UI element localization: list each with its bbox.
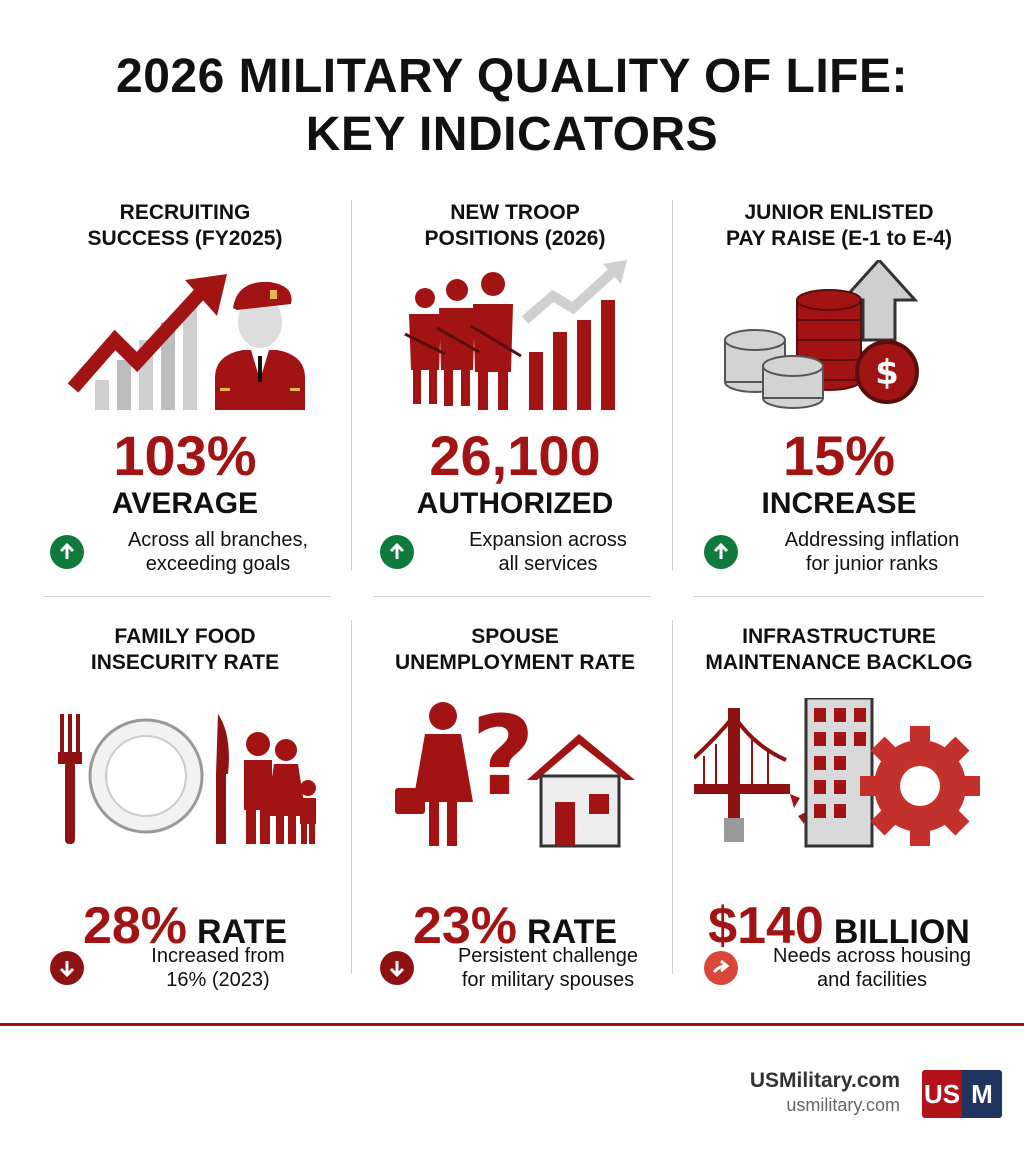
indicator-value: $140 [708,897,824,955]
bridge-building-gear-icon [694,698,980,848]
indicator-note: Addressing inflation for junior ranks [704,526,994,578]
brand-url: usmilitary.com [786,1095,900,1115]
divider [672,200,673,570]
indicator-value: 103% [113,424,257,487]
plate-family-icon [58,714,316,844]
indicator-label: BILLION [833,913,970,951]
footer-brand: USMilitary.com usmilitary.com [750,1068,900,1116]
indicator-spouse-unemployment: SPOUSE UNEMPLOYMENT RATE ? 23% RATE P [352,614,678,994]
indicator-value-row: 28% RATE [22,896,348,962]
indicator-value: 28% [82,897,188,955]
indicator-infrastructure-backlog: INFRASTRUCTURE MAINTENANCE BACKLOG [676,614,1002,994]
troops-growth-chart-icon [404,260,627,410]
indicator-value-row: $140 BILLION [676,896,1002,962]
indicator-label: RATE [527,913,618,951]
title-line-1: 2026 MILITARY QUALITY OF LIFE: [116,50,908,103]
page-title: 2026 MILITARY QUALITY OF LIFE: KEY INDIC… [0,48,1024,164]
svg-text:$: $ [875,353,899,393]
right-arrow-icon [704,951,738,985]
divider [374,596,650,597]
indicator-note: Expansion across all services [380,526,670,578]
indicator-title: RECRUITING SUCCESS (FY2025) [87,201,283,250]
indicator-value-row: 23% RATE [352,896,678,962]
indicator-note: Increased from 16% (2023) [50,942,340,994]
down-arrow-icon [380,951,414,985]
divider [672,620,673,974]
indicator-value: 15% [782,424,896,487]
indicator-title: FAMILY FOOD INSECURITY RATE [90,625,280,674]
indicator-note: Across all branches, exceeding goals [50,526,340,578]
brand-name: USMilitary.com [749,1069,900,1092]
indicator-note: Needs across housing and facilities [704,942,994,994]
indicator-title: INFRASTRUCTURE MAINTENANCE BACKLOG [705,625,973,674]
spouse-question-house-icon: ? [395,698,635,848]
rising-chart-soldier-icon [67,274,305,410]
divider [351,200,352,570]
indicator-title: JUNIOR ENLISTED PAY RAISE (E-1 to E-4) [726,201,952,250]
title-line-2: KEY INDICATORS [305,108,719,161]
divider [694,596,984,597]
indicator-value: 26,100 [429,424,601,487]
indicator-food-insecurity: FAMILY FOOD INSECURITY RATE 28% RATE Incr… [22,614,348,994]
down-arrow-icon [50,951,84,985]
indicator-troop-positions: NEW TROOP POSITIONS (2026) 26,100 AUTHOR… [352,190,678,590]
svg-text:?: ? [471,698,535,820]
indicator-recruiting: RECRUITING SUCCESS (FY2025) 103% AVERAGE [22,190,348,590]
footer-divider [0,1023,1024,1026]
divider [44,596,330,597]
indicator-title: SPOUSE UNEMPLOYMENT RATE [395,625,635,674]
indicator-label: AUTHORIZED [416,487,614,520]
indicator-label: RATE [197,913,288,951]
usm-logo: US M [922,1070,1002,1118]
indicator-title: NEW TROOP POSITIONS (2026) [424,201,606,250]
indicator-note: Persistent challenge for military spouse… [380,942,670,994]
indicator-grid: RECRUITING SUCCESS (FY2025) 103% AVERAGE [22,190,1002,991]
divider [351,620,352,974]
indicator-pay-raise: JUNIOR ENLISTED PAY RAISE (E-1 to E-4) $… [676,190,1002,590]
indicator-value: 23% [412,897,518,955]
indicator-label: AVERAGE [111,487,259,520]
coins-dollar-icon: $ [724,260,919,409]
up-arrow-icon [50,535,84,569]
indicator-label: INCREASE [761,487,917,520]
up-arrow-icon [704,535,738,569]
up-arrow-icon [380,535,414,569]
